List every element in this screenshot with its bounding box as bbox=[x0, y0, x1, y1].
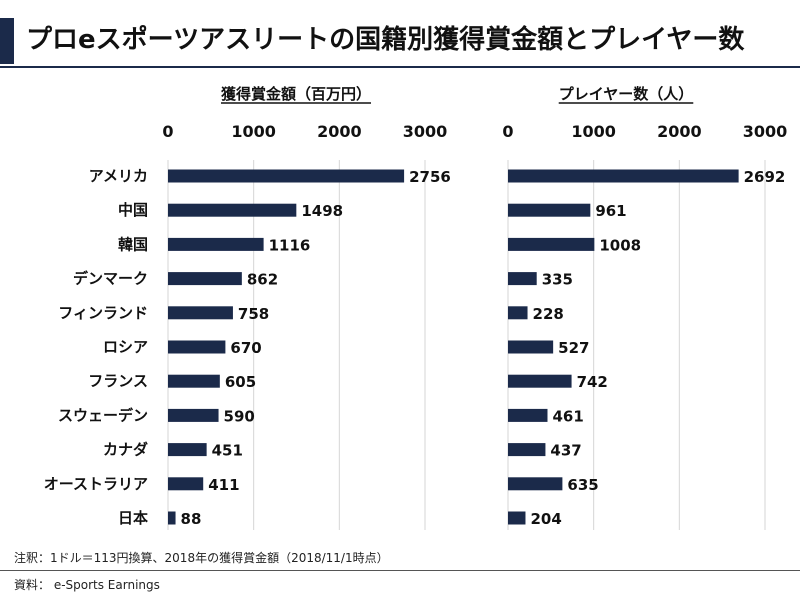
players-data-label: 228 bbox=[533, 305, 564, 323]
players-data-label: 461 bbox=[552, 407, 583, 425]
prize-bar bbox=[168, 408, 219, 422]
prize-bar bbox=[168, 306, 233, 320]
prize-bar bbox=[168, 374, 220, 388]
prize-bar bbox=[168, 477, 204, 491]
footer-divider bbox=[0, 570, 800, 571]
category-label: 日本 bbox=[118, 509, 148, 527]
prize-bar bbox=[168, 272, 242, 286]
prize-data-label: 758 bbox=[238, 305, 269, 323]
prize-data-label: 590 bbox=[224, 407, 255, 425]
prize-data-label: 605 bbox=[225, 373, 256, 391]
players-tick-label: 3000 bbox=[743, 122, 788, 141]
players-data-label: 437 bbox=[550, 442, 581, 460]
players-bar bbox=[508, 306, 528, 320]
category-label: スウェーデン bbox=[58, 406, 148, 424]
players-bar bbox=[508, 374, 572, 388]
prize-bar bbox=[168, 340, 226, 354]
prize-chart-title: 獲得賞金額（百万円） bbox=[221, 85, 371, 103]
category-label: 中国 bbox=[118, 201, 148, 219]
category-label: ロシア bbox=[103, 338, 148, 356]
title-accent-bar bbox=[0, 18, 14, 64]
prize-data-label: 88 bbox=[181, 510, 202, 528]
players-bar bbox=[508, 169, 739, 183]
players-chart-title: プレイヤー数（人） bbox=[559, 85, 694, 103]
prize-bar bbox=[168, 511, 176, 525]
title-divider bbox=[0, 66, 800, 68]
category-label: オーストラリア bbox=[44, 475, 148, 493]
prize-bar bbox=[168, 169, 405, 183]
players-bar bbox=[508, 203, 591, 217]
players-data-label: 635 bbox=[567, 476, 598, 494]
players-data-label: 527 bbox=[558, 339, 589, 357]
prize-data-label: 2756 bbox=[409, 168, 451, 186]
players-data-label: 335 bbox=[542, 271, 573, 289]
prize-bar bbox=[168, 203, 297, 217]
players-bar bbox=[508, 408, 548, 422]
prize-bar bbox=[168, 443, 207, 457]
category-label: アメリカ bbox=[89, 167, 148, 185]
players-data-label: 2692 bbox=[744, 168, 786, 186]
prize-data-label: 1498 bbox=[301, 202, 343, 220]
prize-tick-label: 1000 bbox=[231, 122, 276, 141]
players-bar bbox=[508, 511, 526, 525]
players-data-label: 742 bbox=[577, 373, 608, 391]
prize-data-label: 1116 bbox=[269, 236, 311, 254]
players-data-label: 204 bbox=[530, 510, 561, 528]
players-data-label: 961 bbox=[595, 202, 626, 220]
prize-data-label: 862 bbox=[247, 271, 278, 289]
players-bar bbox=[508, 443, 546, 457]
page-title: プロeスポーツアスリートの国籍別獲得賞金額とプレイヤー数 bbox=[26, 25, 745, 55]
players-bar bbox=[508, 340, 554, 354]
players-tick-label: 1000 bbox=[571, 122, 616, 141]
category-label: カナダ bbox=[103, 441, 148, 459]
players-tick-label: 2000 bbox=[657, 122, 702, 141]
prize-data-label: 411 bbox=[208, 476, 239, 494]
footnote: 注釈：1ドル＝113円換算、2018年の獲得賞金額（2018/11/1時点） bbox=[14, 551, 389, 565]
category-label: フランス bbox=[88, 372, 148, 390]
source-note: 資料： e-Sports Earnings bbox=[14, 578, 160, 592]
players-data-label: 1008 bbox=[599, 236, 641, 254]
players-bar bbox=[508, 477, 563, 491]
category-label: 韓国 bbox=[118, 235, 148, 253]
prize-data-label: 670 bbox=[230, 339, 261, 357]
prize-tick-label: 0 bbox=[162, 122, 173, 141]
prize-tick-label: 2000 bbox=[317, 122, 362, 141]
prize-bar bbox=[168, 237, 264, 251]
players-bar bbox=[508, 237, 595, 251]
players-bar bbox=[508, 272, 537, 286]
prize-tick-label: 3000 bbox=[403, 122, 448, 141]
players-tick-label: 0 bbox=[502, 122, 513, 141]
category-label: フィンランド bbox=[58, 304, 148, 322]
prize-data-label: 451 bbox=[212, 442, 243, 460]
category-label: デンマーク bbox=[73, 270, 148, 288]
